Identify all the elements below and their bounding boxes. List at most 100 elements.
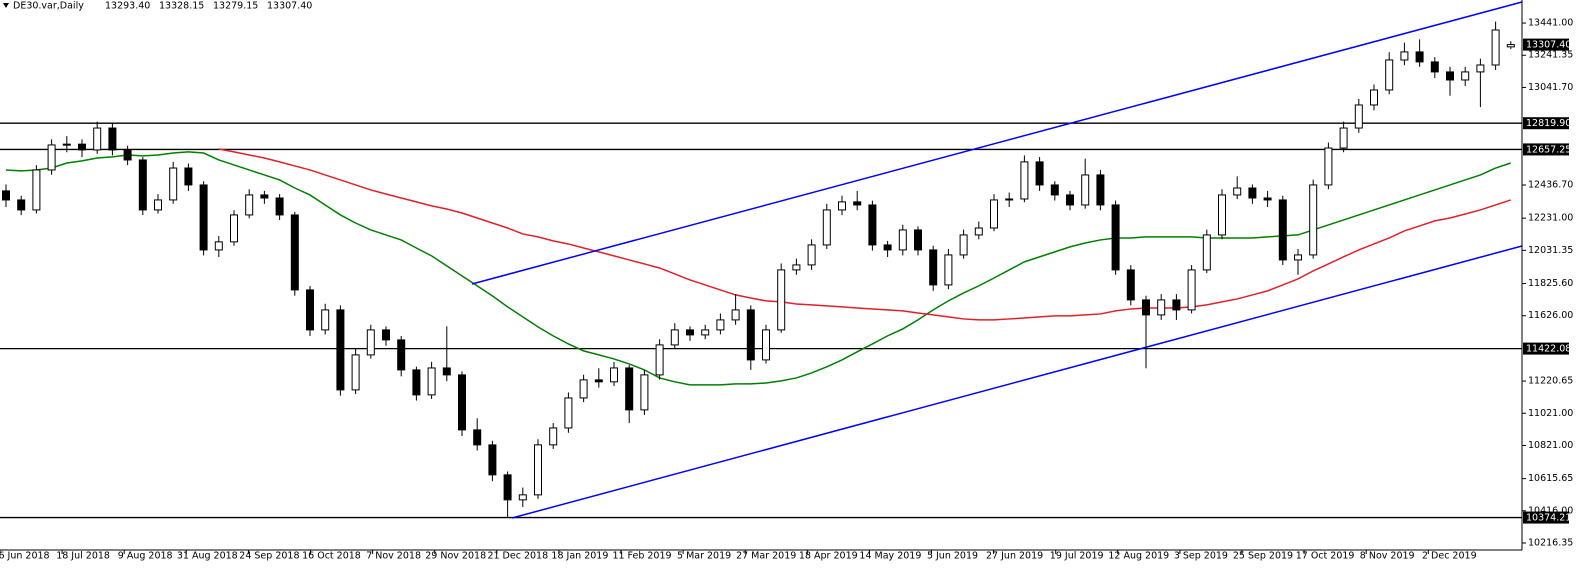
x-tick-label: 18 Apr 2019	[799, 551, 858, 562]
x-tick-label: 31 Aug 2018	[177, 551, 238, 562]
candle-body	[853, 201, 862, 206]
candle-body	[1339, 127, 1348, 149]
y-tick-label: 10416.00	[1528, 505, 1573, 516]
x-tick-label: 12 Aug 2019	[1108, 551, 1169, 562]
candle-body	[640, 374, 649, 411]
candle-body	[503, 474, 512, 501]
candle-body	[1172, 299, 1181, 311]
candle-body	[929, 249, 938, 286]
level-label-bg	[1523, 342, 1569, 355]
candle-body	[883, 244, 892, 251]
candle-body	[701, 329, 710, 336]
candle-body	[488, 444, 497, 476]
candle-body	[1126, 269, 1135, 301]
candle-body	[123, 149, 132, 161]
y-tick-label: 11021.00	[1528, 408, 1573, 419]
candle-body	[1476, 64, 1485, 73]
x-tick-label: 16 Oct 2018	[302, 551, 361, 562]
candle-body	[290, 214, 299, 291]
candle-body	[275, 197, 284, 216]
header-value: 13279.15	[213, 1, 258, 12]
x-tick-label: 5 Mar 2019	[677, 551, 731, 562]
candle-body	[169, 167, 178, 201]
x-tick-label: 8 Nov 2019	[1360, 551, 1415, 562]
x-tick-label: 11 Feb 2019	[612, 551, 671, 562]
candle-body	[1066, 194, 1074, 206]
y-tick-label: 13441.00	[1528, 18, 1573, 29]
candle-body	[746, 309, 755, 361]
candle-body	[397, 339, 406, 371]
candle-body	[336, 309, 345, 391]
candle-body	[138, 159, 147, 211]
y-tick-label: 11825.60	[1528, 278, 1573, 289]
candle-body	[366, 329, 375, 356]
y-tick-label: 12436.70	[1528, 179, 1573, 190]
candle-body	[534, 444, 542, 496]
moving-average	[5, 151, 1512, 386]
candle-body	[1446, 71, 1454, 81]
y-tick-label: 12031.35	[1528, 245, 1573, 256]
trend-line	[511, 245, 1523, 519]
x-tick-label: 3 Sep 2019	[1174, 551, 1228, 562]
candle-body	[1294, 254, 1302, 261]
x-tick-label: 18 Jan 2019	[551, 551, 608, 562]
candle-body	[868, 204, 877, 246]
candle-body	[762, 329, 770, 361]
candle-body	[518, 494, 527, 501]
y-tick-label: 10821.00	[1528, 440, 1573, 451]
header-values: 13293.40 13328.15 13279.15 13307.40	[105, 1, 312, 12]
y-tick-label: 10615.65	[1528, 473, 1573, 484]
header-value: 13293.40	[105, 1, 150, 12]
candle-body	[321, 309, 330, 331]
candle-body	[245, 194, 254, 216]
candle-body	[2, 190, 10, 201]
level-label-bg	[1523, 143, 1569, 156]
candle-body	[1491, 29, 1500, 66]
candle-body	[154, 199, 162, 211]
candle-body	[1142, 299, 1150, 316]
candle-body	[1187, 269, 1196, 311]
candle-body	[807, 244, 816, 266]
candle-body	[1233, 187, 1242, 196]
candle-body	[1385, 59, 1394, 91]
candle-body	[1005, 198, 1014, 201]
candle-body	[549, 427, 558, 446]
candle-body	[260, 194, 269, 199]
candle-body	[625, 367, 634, 411]
candle-body	[686, 329, 694, 336]
current-price-label: 13307.40	[1526, 40, 1571, 51]
chart-title: DE30.var,Daily	[13, 1, 84, 12]
x-tick-label: 19 Jul 2019	[1050, 551, 1104, 562]
candle-body	[17, 199, 26, 211]
x-tick-label: 25 Sep 2019	[1233, 551, 1293, 562]
plot-area	[0, 21, 1522, 519]
x-tick-label: 24 Sep 2018	[239, 551, 299, 562]
candle-body	[1202, 234, 1211, 271]
y-tick-label: 10216.35	[1528, 538, 1573, 549]
candle-body	[427, 367, 436, 396]
candle-body	[382, 329, 390, 341]
menu-arrow[interactable]	[3, 3, 9, 8]
candle-body	[78, 143, 86, 151]
candle-body	[1096, 174, 1105, 206]
header-value: 13307.40	[267, 1, 312, 12]
x-tick-label: 29 Nov 2018	[425, 551, 486, 562]
candle-body	[610, 367, 618, 383]
level-label-bg	[1523, 117, 1569, 130]
x-tick-label: 21 Dec 2018	[487, 551, 548, 562]
candle-body	[1218, 194, 1226, 236]
candle-body	[1081, 174, 1090, 206]
candle-body	[442, 367, 451, 376]
candle-body	[959, 234, 968, 256]
candle-body	[944, 254, 953, 286]
candle-body	[1370, 89, 1378, 106]
candle-body	[1430, 61, 1439, 73]
candle-body	[670, 329, 679, 346]
x-tick-label: 17 Oct 2019	[1296, 551, 1355, 562]
candle-body	[1248, 187, 1257, 199]
candle-body	[458, 374, 466, 431]
candle-body	[564, 397, 573, 429]
level-label: 12819.90	[1526, 118, 1571, 129]
